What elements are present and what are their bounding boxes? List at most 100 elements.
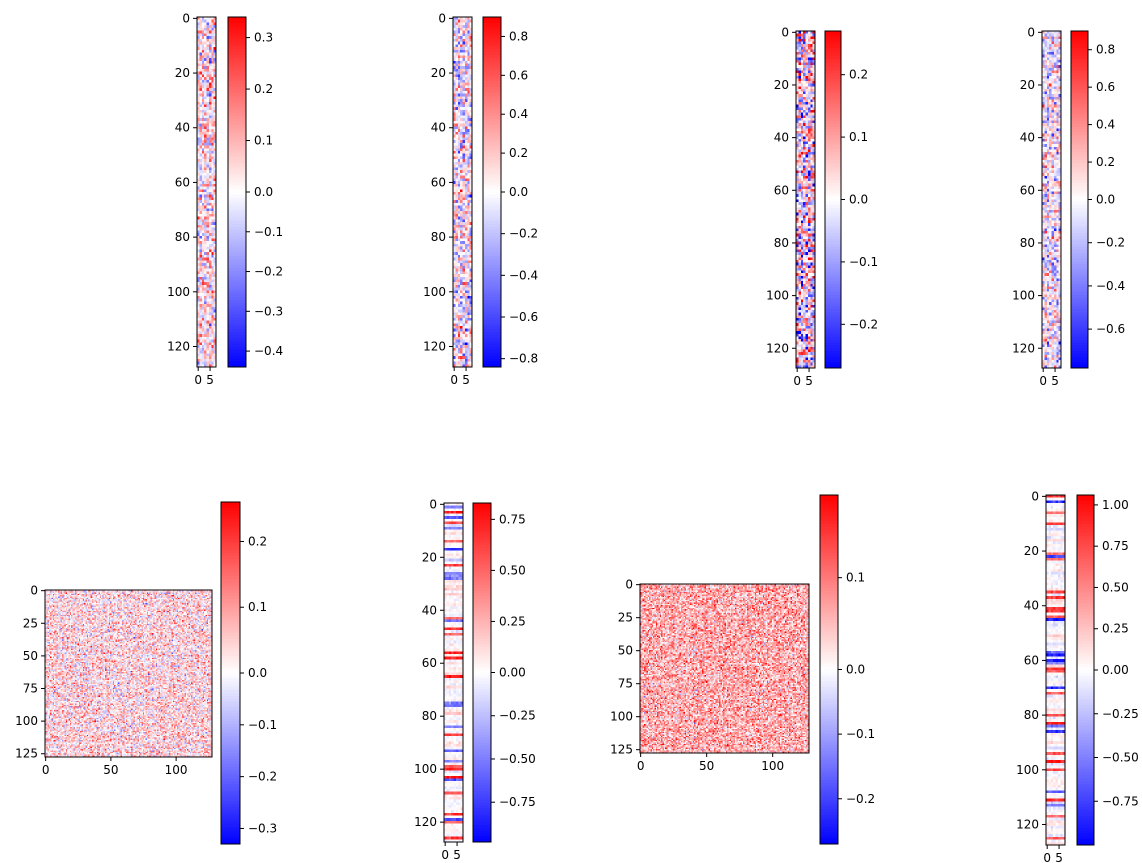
heatmap-cell: [463, 200, 466, 203]
heatmap-cell: [808, 52, 811, 55]
colorbar-segment: [483, 195, 501, 198]
heatmap-cell: [209, 83, 212, 86]
heatmap-cell: [458, 269, 461, 272]
colorbar-segment: [483, 160, 501, 163]
heatmap-cell: [204, 258, 207, 261]
heatmap-cell: [465, 329, 468, 332]
heatmap-cell: [207, 263, 210, 266]
heatmap-cell: [463, 331, 466, 334]
heatmap-cell: [465, 167, 468, 170]
heatmap-cell: [455, 159, 458, 162]
heatmap-cell: [207, 249, 210, 252]
heatmap-cell: [199, 25, 202, 28]
colorbar-segment: [483, 201, 501, 204]
heatmap-cell: [204, 118, 207, 121]
heatmap-cell: [199, 184, 202, 187]
heatmap-cell: [207, 173, 210, 176]
heatmap-cell: [465, 318, 468, 321]
heatmap-cell: [810, 102, 813, 105]
colorbar-segment: [483, 358, 501, 361]
heatmap-cell: [207, 290, 210, 293]
heatmap-cell: [467, 337, 470, 340]
heatmap-cell: [211, 102, 214, 105]
heatmap-cell: [204, 263, 207, 266]
colorbar-segment: [483, 119, 501, 122]
heatmap-cell: [211, 36, 214, 39]
heatmap-cell: [211, 258, 214, 261]
heatmap-cell: [207, 115, 210, 118]
heatmap-cell: [463, 244, 466, 247]
heatmap-cell: [207, 88, 210, 91]
heatmap-cell: [204, 247, 207, 250]
heatmap-cell: [460, 260, 463, 263]
y-tick-label: 20: [175, 66, 190, 80]
colorbar-tick-label: −0.4: [509, 268, 538, 282]
heatmap-cell: [455, 301, 458, 304]
heatmap-cell: [202, 61, 205, 64]
heatmap-cell: [204, 165, 207, 168]
heatmap-cell: [465, 74, 468, 77]
heatmap-cell: [199, 252, 202, 255]
colorbar-segment: [228, 288, 246, 291]
colorbar-segment: [228, 262, 246, 265]
colorbar-segment: [483, 230, 501, 233]
heatmap-cell: [798, 107, 801, 110]
heatmap-cell: [465, 296, 468, 299]
colorbar-segment: [228, 285, 246, 288]
heatmap-cell: [463, 167, 466, 170]
heatmap-cell: [211, 77, 214, 80]
heatmap-cell: [207, 359, 210, 362]
heatmap-cell: [458, 170, 461, 173]
heatmap-cell: [803, 113, 806, 116]
heatmap-cell: [204, 178, 207, 181]
heatmap-cell: [798, 36, 801, 39]
colorbar-segment: [228, 157, 246, 160]
heatmap-cell: [465, 154, 468, 157]
heatmap-cell: [455, 66, 458, 69]
heatmap-cell: [199, 274, 202, 277]
heatmap-cell: [202, 105, 205, 108]
heatmap-cell: [460, 88, 463, 91]
heatmap-cell: [207, 50, 210, 53]
heatmap-cell: [467, 331, 470, 334]
heatmap-cell: [463, 307, 466, 310]
colorbar-segment: [483, 338, 501, 341]
heatmap-cell: [209, 288, 212, 291]
heatmap-cell: [207, 28, 210, 31]
heatmap-cell: [207, 200, 210, 203]
heatmap-cell: [463, 121, 466, 124]
heatmap-cell: [458, 105, 461, 108]
heatmap-cell: [204, 214, 207, 217]
colorbar-segment: [483, 303, 501, 306]
heatmap-cell: [798, 39, 801, 42]
heatmap-cell: [467, 219, 470, 222]
colorbar-segment: [483, 265, 501, 268]
colorbar-tick-label: 0.4: [509, 107, 528, 121]
heatmap-cell: [207, 274, 210, 277]
heatmap-cell: [463, 132, 466, 135]
heatmap-cell: [207, 362, 210, 365]
heatmap-cell: [806, 65, 809, 68]
heatmap-cell: [207, 296, 210, 299]
heatmap-cell: [204, 173, 207, 176]
heatmap-cell: [455, 58, 458, 61]
heatmap-cell: [801, 181, 804, 184]
heatmap-cell: [211, 58, 214, 61]
heatmap-cell: [455, 255, 458, 258]
heatmap-cell: [798, 139, 801, 142]
heatmap-cell: [810, 168, 813, 171]
heatmap-cell: [202, 312, 205, 315]
heatmap-cell: [810, 86, 813, 89]
heatmap-cell: [460, 274, 463, 277]
heatmap-cell: [202, 321, 205, 324]
heatmap-cell: [199, 167, 202, 170]
heatmap-cell: [460, 187, 463, 190]
heatmap-cell: [209, 247, 212, 250]
heatmap-cell: [458, 173, 461, 176]
heatmap-cell: [798, 134, 801, 137]
heatmap-cell: [455, 351, 458, 354]
heatmap-cell: [202, 214, 205, 217]
heatmap-cell: [463, 277, 466, 280]
heatmap-cell: [465, 137, 468, 140]
heatmap-cell: [202, 274, 205, 277]
